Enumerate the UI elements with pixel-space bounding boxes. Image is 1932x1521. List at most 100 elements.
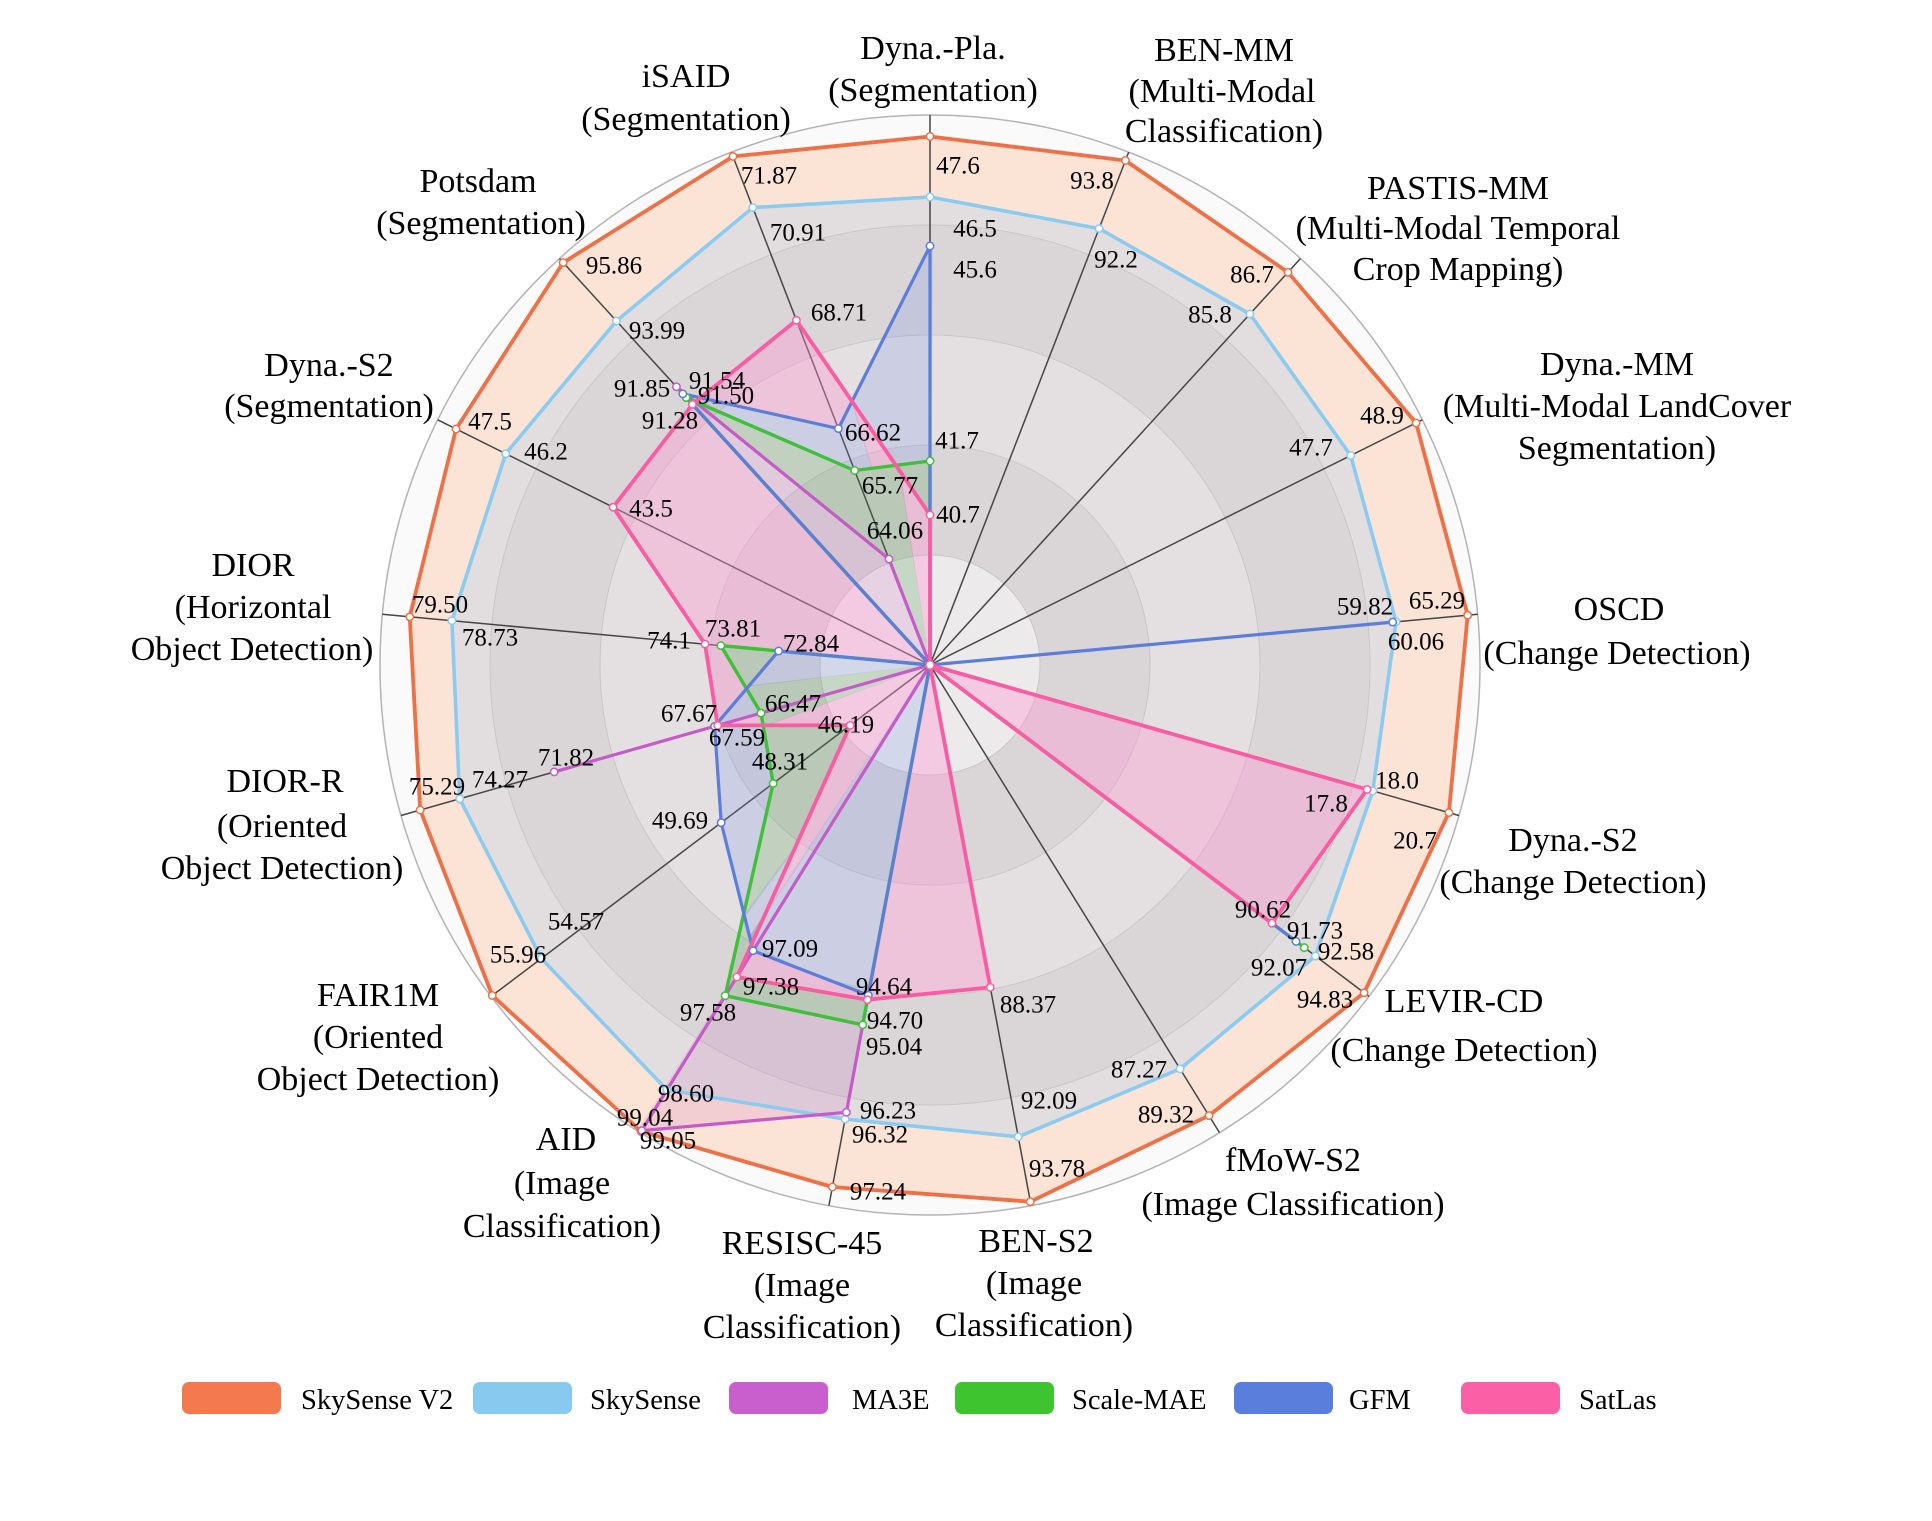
svg-text:Object Detection): Object Detection)	[257, 1061, 500, 1098]
svg-text:99.04: 99.04	[617, 1105, 674, 1132]
svg-text:(Image: (Image	[514, 1165, 610, 1202]
svg-text:67.59: 67.59	[709, 725, 765, 752]
svg-text:65.29: 65.29	[1409, 588, 1465, 615]
svg-text:74.1: 74.1	[647, 628, 691, 655]
svg-text:47.5: 47.5	[468, 409, 512, 436]
svg-text:(Horizontal: (Horizontal	[175, 589, 332, 626]
svg-text:(Image Classification): (Image Classification)	[1141, 1186, 1444, 1223]
svg-text:92.07: 92.07	[1251, 955, 1307, 982]
svg-text:68.71: 68.71	[811, 300, 867, 327]
svg-text:99.05: 99.05	[640, 1128, 696, 1155]
svg-text:54.57: 54.57	[548, 909, 604, 936]
svg-text:98.60: 98.60	[658, 1081, 714, 1108]
svg-text:86.7: 86.7	[1230, 262, 1274, 289]
svg-text:95.04: 95.04	[866, 1034, 923, 1061]
svg-text:94.70: 94.70	[867, 1008, 923, 1035]
svg-text:Dyna.-S2: Dyna.-S2	[264, 347, 393, 384]
svg-text:48.31: 48.31	[752, 749, 808, 776]
svg-text:(Segmentation): (Segmentation)	[376, 205, 586, 242]
svg-text:(Multi-Modal: (Multi-Modal	[1129, 73, 1316, 110]
svg-text:SkySense V2: SkySense V2	[301, 1385, 453, 1416]
svg-text:(Image: (Image	[754, 1267, 850, 1304]
svg-text:49.69: 49.69	[652, 808, 708, 835]
svg-text:96.23: 96.23	[860, 1098, 916, 1125]
svg-text:46.19: 46.19	[818, 712, 874, 739]
svg-text:94.83: 94.83	[1297, 987, 1353, 1014]
svg-text:BEN-MM: BEN-MM	[1154, 32, 1294, 69]
svg-text:17.8: 17.8	[1304, 791, 1348, 818]
svg-text:GFM: GFM	[1349, 1385, 1411, 1416]
svg-text:78.73: 78.73	[462, 625, 518, 652]
svg-text:43.5: 43.5	[629, 496, 673, 523]
svg-text:73.81: 73.81	[705, 616, 761, 643]
svg-text:AID: AID	[536, 1121, 596, 1158]
svg-text:66.62: 66.62	[845, 420, 901, 447]
svg-text:85.8: 85.8	[1188, 302, 1232, 329]
svg-text:Potsdam: Potsdam	[419, 163, 536, 200]
svg-text:48.9: 48.9	[1360, 403, 1404, 430]
svg-text:97.58: 97.58	[680, 1000, 736, 1027]
svg-text:FAIR1M: FAIR1M	[317, 977, 439, 1014]
svg-text:91.50: 91.50	[698, 383, 754, 410]
svg-text:71.82: 71.82	[538, 745, 594, 772]
svg-text:91.73: 91.73	[1287, 918, 1343, 945]
svg-text:(Segmentation): (Segmentation)	[224, 388, 434, 425]
svg-text:45.6: 45.6	[953, 257, 997, 284]
svg-text:64.06: 64.06	[867, 518, 923, 545]
svg-text:Object Detection): Object Detection)	[161, 850, 404, 887]
svg-text:(Segmentation): (Segmentation)	[581, 101, 791, 138]
svg-text:(Change Detection): (Change Detection)	[1330, 1032, 1597, 1069]
svg-text:60.06: 60.06	[1388, 629, 1444, 656]
svg-text:Classification): Classification)	[935, 1307, 1133, 1344]
svg-text:40.7: 40.7	[936, 502, 980, 529]
svg-text:DIOR-R: DIOR-R	[226, 763, 343, 800]
svg-text:SatLas: SatLas	[1579, 1385, 1657, 1416]
svg-text:SkySense: SkySense	[590, 1385, 701, 1416]
svg-text:75.29: 75.29	[409, 774, 465, 801]
svg-text:79.50: 79.50	[412, 592, 468, 619]
svg-text:97.38: 97.38	[743, 974, 799, 1001]
svg-text:DIOR: DIOR	[211, 547, 294, 584]
svg-text:OSCD: OSCD	[1574, 591, 1665, 628]
svg-text:93.99: 93.99	[629, 318, 685, 345]
svg-text:fMoW-S2: fMoW-S2	[1225, 1142, 1361, 1179]
svg-text:iSAID: iSAID	[642, 58, 731, 95]
svg-text:(Multi-Modal Temporal: (Multi-Modal Temporal	[1296, 210, 1621, 247]
svg-text:96.32: 96.32	[852, 1122, 908, 1149]
svg-text:97.09: 97.09	[762, 936, 818, 963]
svg-text:20.7: 20.7	[1393, 828, 1437, 855]
svg-text:BEN-S2: BEN-S2	[978, 1223, 1093, 1260]
svg-text:88.37: 88.37	[1000, 992, 1056, 1019]
svg-text:MA3E: MA3E	[852, 1385, 930, 1416]
svg-text:90.62: 90.62	[1235, 897, 1291, 924]
svg-text:93.78: 93.78	[1029, 1156, 1085, 1183]
svg-text:41.7: 41.7	[935, 428, 979, 455]
svg-text:(Change Detection): (Change Detection)	[1483, 635, 1750, 672]
svg-text:Dyna.-Pla.: Dyna.-Pla.	[860, 30, 1005, 67]
svg-text:Scale-MAE: Scale-MAE	[1072, 1385, 1207, 1416]
svg-text:Dyna.-S2: Dyna.-S2	[1508, 822, 1637, 859]
svg-text:97.24: 97.24	[850, 1179, 907, 1206]
svg-text:Classification): Classification)	[703, 1309, 901, 1346]
svg-text:91.85: 91.85	[614, 376, 670, 403]
svg-text:92.09: 92.09	[1021, 1088, 1077, 1115]
svg-text:66.47: 66.47	[765, 691, 821, 718]
svg-text:72.84: 72.84	[783, 631, 840, 658]
svg-text:67.67: 67.67	[661, 701, 717, 728]
svg-text:46.2: 46.2	[524, 439, 568, 466]
svg-text:46.5: 46.5	[953, 216, 997, 243]
svg-text:91.54: 91.54	[689, 368, 746, 395]
svg-text:55.96: 55.96	[490, 942, 546, 969]
svg-text:LEVIR-CD: LEVIR-CD	[1385, 983, 1544, 1020]
svg-text:PASTIS-MM: PASTIS-MM	[1367, 170, 1549, 207]
svg-text:94.64: 94.64	[856, 974, 913, 1001]
svg-text:59.82: 59.82	[1337, 594, 1393, 621]
svg-text:Classification): Classification)	[463, 1208, 661, 1245]
svg-text:(Image: (Image	[986, 1265, 1082, 1302]
svg-text:18.0: 18.0	[1375, 768, 1419, 795]
svg-text:RESISC-45: RESISC-45	[722, 1225, 883, 1262]
svg-text:(Change Detection): (Change Detection)	[1439, 864, 1706, 901]
svg-text:(Oriented: (Oriented	[313, 1019, 443, 1056]
svg-text:Classification): Classification)	[1125, 113, 1323, 150]
svg-text:87.27: 87.27	[1111, 1057, 1167, 1084]
